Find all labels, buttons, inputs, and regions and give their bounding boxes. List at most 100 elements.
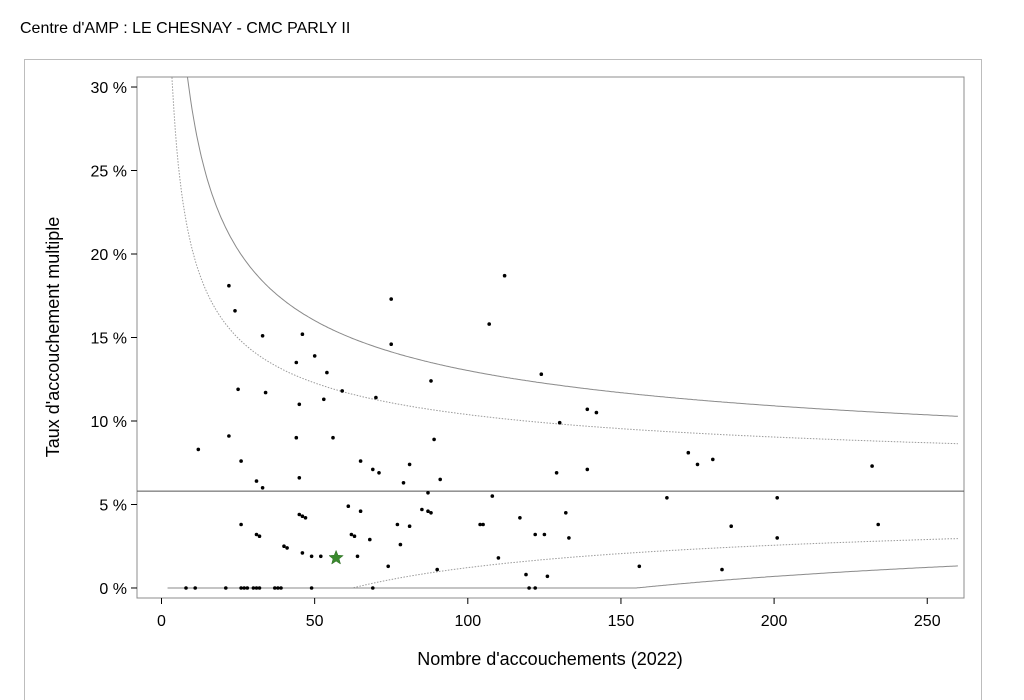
data-point bbox=[325, 370, 329, 375]
y-tick-label: 0 % bbox=[99, 581, 127, 598]
data-point bbox=[331, 435, 335, 440]
data-point bbox=[233, 309, 237, 313]
data-point bbox=[539, 372, 544, 377]
lower-outer-limit bbox=[167, 565, 958, 589]
data-point bbox=[432, 437, 436, 442]
data-point bbox=[276, 586, 280, 590]
data-point bbox=[257, 586, 262, 590]
data-point bbox=[309, 586, 314, 590]
data-point bbox=[300, 514, 305, 518]
highlighted-centre bbox=[328, 549, 344, 565]
data-point bbox=[637, 564, 642, 569]
data-point bbox=[300, 332, 305, 337]
data-point bbox=[490, 494, 495, 498]
data-point bbox=[297, 476, 302, 480]
data-point bbox=[533, 586, 537, 590]
data-point bbox=[389, 297, 394, 301]
data-point bbox=[487, 322, 492, 326]
data-point bbox=[239, 522, 243, 527]
data-point bbox=[594, 410, 599, 415]
data-point bbox=[352, 534, 357, 538]
data-point bbox=[557, 420, 562, 425]
data-point bbox=[227, 283, 231, 288]
data-point bbox=[407, 462, 412, 467]
data-point bbox=[564, 511, 568, 515]
data-point bbox=[775, 496, 779, 500]
data-point bbox=[260, 334, 265, 338]
upper-inner-limit bbox=[171, 77, 958, 445]
data-point bbox=[245, 586, 250, 590]
y-axis-ticks: 0 % 5 % 10 % 15 % 20 % 25 % 30 % bbox=[91, 80, 137, 598]
x-axis-ticks: 0 50 100 150 200 250 bbox=[157, 598, 941, 630]
data-point bbox=[294, 435, 299, 440]
page-title: Centre d'AMP : LE CHESNAY - CMC PARLY II bbox=[20, 20, 351, 37]
data-point bbox=[297, 402, 302, 407]
data-point bbox=[729, 524, 733, 528]
data-point bbox=[527, 586, 531, 590]
highlighted-centre-star bbox=[328, 549, 344, 565]
data-point bbox=[567, 536, 571, 540]
data-point bbox=[285, 546, 289, 550]
data-point bbox=[665, 496, 669, 500]
data-point bbox=[282, 544, 286, 548]
data-point bbox=[319, 554, 323, 559]
data-point bbox=[236, 387, 240, 392]
data-point bbox=[542, 532, 547, 537]
data-point bbox=[322, 397, 326, 402]
data-point bbox=[349, 532, 354, 537]
data-point bbox=[227, 434, 231, 438]
data-point bbox=[429, 511, 433, 515]
data-point bbox=[695, 462, 700, 467]
data-point bbox=[355, 554, 360, 559]
data-point bbox=[371, 467, 375, 472]
data-point bbox=[300, 551, 305, 555]
data-point bbox=[254, 479, 259, 483]
data-point bbox=[554, 471, 559, 475]
y-tick-label: 15 % bbox=[91, 331, 127, 348]
data-point bbox=[524, 572, 528, 577]
data-point bbox=[389, 342, 394, 347]
data-point bbox=[368, 537, 372, 542]
x-axis-title: Nombre d'accouchements (2022) bbox=[417, 649, 683, 669]
data-point bbox=[294, 360, 299, 365]
data-point bbox=[309, 554, 314, 559]
y-tick-label: 20 % bbox=[91, 247, 127, 264]
data-point bbox=[346, 504, 351, 509]
x-tick-label: 250 bbox=[914, 613, 941, 630]
y-tick-label: 25 % bbox=[91, 164, 127, 181]
data-point bbox=[251, 586, 256, 590]
data-point bbox=[386, 564, 391, 569]
lower-inner-limit bbox=[167, 538, 958, 589]
data-point bbox=[420, 507, 424, 512]
data-point bbox=[254, 586, 259, 590]
x-tick-label: 0 bbox=[157, 613, 166, 630]
data-point bbox=[401, 481, 406, 485]
data-point bbox=[426, 509, 430, 513]
data-point bbox=[478, 522, 482, 527]
data-points bbox=[184, 273, 880, 590]
data-point bbox=[193, 586, 197, 590]
data-point bbox=[239, 586, 243, 590]
data-point bbox=[254, 532, 259, 537]
data-point bbox=[242, 586, 246, 590]
data-point bbox=[518, 516, 522, 520]
y-tick-label: 5 % bbox=[99, 497, 127, 514]
x-tick-label: 100 bbox=[454, 613, 481, 630]
data-point bbox=[426, 491, 430, 495]
data-point bbox=[438, 477, 443, 482]
data-point bbox=[496, 556, 501, 560]
data-point bbox=[340, 389, 345, 393]
plot-area bbox=[136, 76, 965, 599]
data-point bbox=[686, 450, 691, 455]
data-point bbox=[429, 379, 433, 383]
data-point bbox=[711, 457, 715, 462]
data-point bbox=[358, 509, 363, 513]
x-tick-label: 200 bbox=[761, 613, 788, 630]
upper-outer-limit bbox=[186, 77, 958, 417]
data-point bbox=[377, 471, 381, 475]
y-axis-title: Taux d'accouchement multiple bbox=[43, 217, 63, 458]
y-tick-label: 10 % bbox=[91, 414, 127, 431]
data-point bbox=[184, 586, 188, 590]
data-point bbox=[435, 567, 440, 572]
data-point bbox=[371, 586, 375, 590]
